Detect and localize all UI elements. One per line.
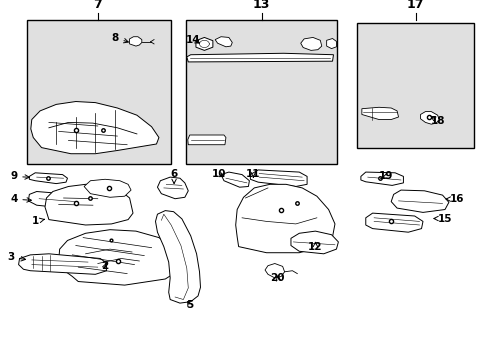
Text: 8: 8	[111, 33, 128, 43]
Polygon shape	[28, 192, 79, 209]
Polygon shape	[84, 179, 131, 197]
Polygon shape	[19, 254, 106, 274]
Text: 19: 19	[378, 171, 393, 181]
Polygon shape	[365, 213, 422, 232]
Polygon shape	[290, 231, 338, 254]
Polygon shape	[29, 173, 67, 184]
Text: 16: 16	[445, 194, 464, 204]
Polygon shape	[129, 37, 142, 46]
Polygon shape	[187, 135, 225, 145]
Text: 2: 2	[102, 261, 108, 271]
Polygon shape	[250, 170, 306, 186]
Text: 18: 18	[429, 116, 444, 126]
Polygon shape	[59, 230, 180, 285]
Polygon shape	[361, 107, 398, 120]
Bar	[185, 20, 337, 164]
Text: 13: 13	[252, 0, 270, 11]
Text: 5: 5	[186, 300, 193, 310]
Polygon shape	[215, 37, 232, 47]
Bar	[356, 23, 473, 148]
Polygon shape	[45, 184, 133, 225]
Polygon shape	[196, 37, 212, 50]
Text: 17: 17	[406, 0, 424, 11]
Polygon shape	[420, 112, 438, 124]
Polygon shape	[157, 177, 188, 199]
Polygon shape	[31, 102, 159, 154]
Bar	[27, 20, 171, 164]
Polygon shape	[155, 211, 200, 303]
Text: 4: 4	[10, 194, 31, 204]
Polygon shape	[264, 264, 284, 278]
Text: 11: 11	[245, 169, 260, 179]
Text: 10: 10	[211, 169, 226, 179]
Text: 1: 1	[32, 216, 44, 226]
Polygon shape	[186, 53, 333, 62]
Polygon shape	[360, 172, 403, 185]
Polygon shape	[326, 39, 336, 49]
Text: 9: 9	[10, 171, 29, 181]
Polygon shape	[390, 190, 448, 212]
Polygon shape	[235, 184, 334, 253]
Text: 20: 20	[270, 273, 285, 283]
Text: 14: 14	[185, 35, 200, 45]
Text: 7: 7	[93, 0, 102, 11]
Polygon shape	[221, 172, 249, 187]
Text: 12: 12	[307, 242, 322, 252]
Text: 3: 3	[7, 252, 25, 262]
Text: 6: 6	[170, 169, 177, 184]
Text: 15: 15	[433, 213, 451, 224]
Polygon shape	[300, 37, 321, 50]
